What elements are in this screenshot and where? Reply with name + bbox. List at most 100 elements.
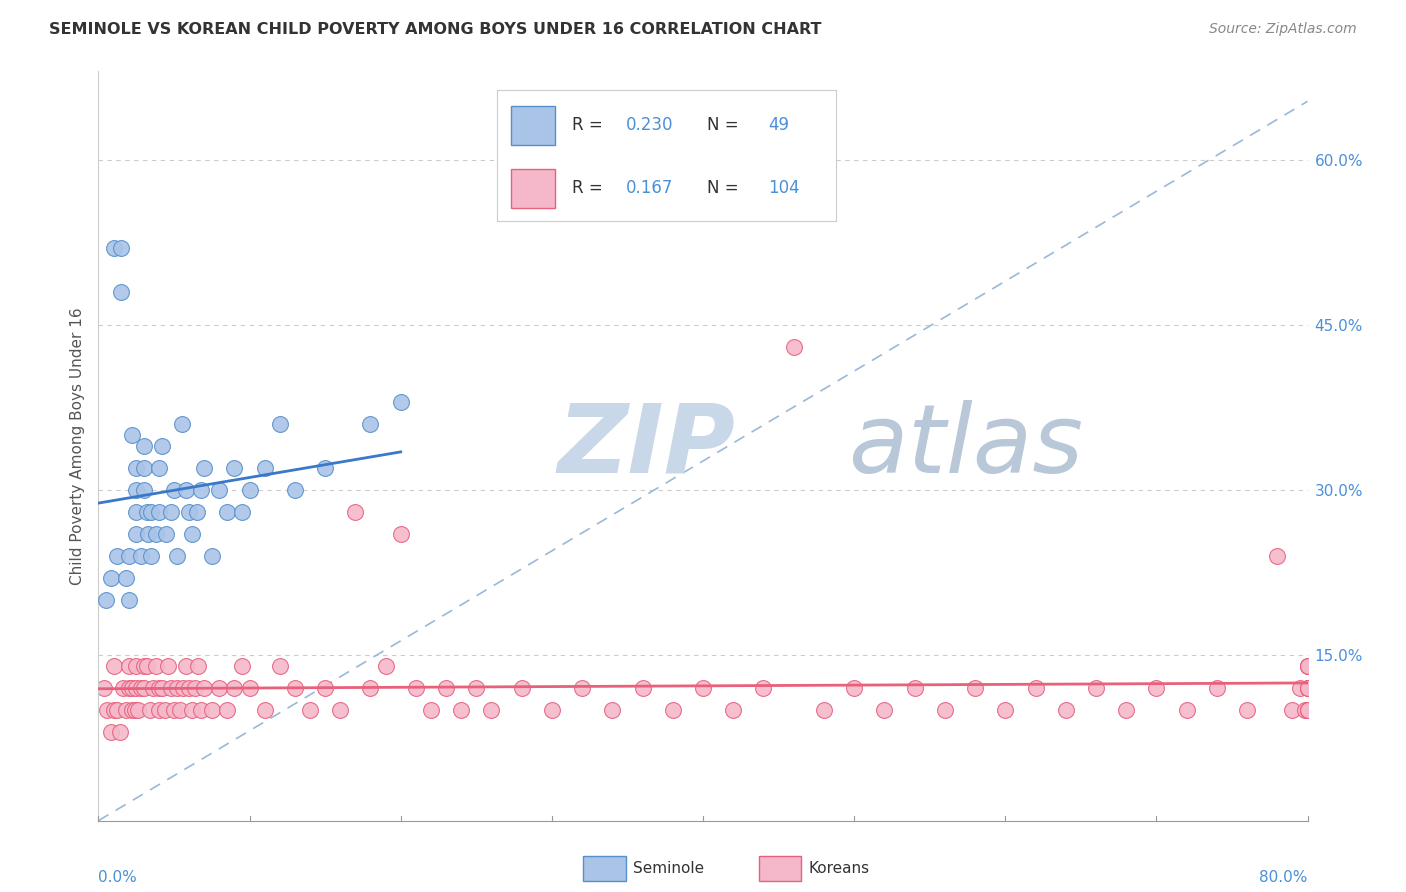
Point	[510, 681, 533, 696]
Point	[136, 527, 159, 541]
Point	[179, 681, 201, 696]
Point	[1281, 703, 1303, 717]
Point	[965, 681, 987, 696]
Point	[201, 549, 224, 564]
Point	[132, 461, 155, 475]
Text: 0.0%: 0.0%	[98, 871, 138, 885]
Point	[121, 681, 143, 696]
Point	[132, 483, 155, 497]
Point	[145, 659, 167, 673]
Point	[125, 505, 148, 519]
Point	[184, 681, 207, 696]
Point	[103, 703, 125, 717]
Point	[314, 681, 336, 696]
Point	[132, 659, 155, 673]
Point	[1296, 681, 1319, 696]
Point	[181, 703, 204, 717]
Point	[314, 461, 336, 475]
Point	[1115, 703, 1137, 717]
Point	[571, 681, 593, 696]
Point	[201, 703, 224, 717]
Point	[692, 681, 714, 696]
Point	[239, 681, 262, 696]
Point	[299, 703, 322, 717]
Point	[1289, 681, 1312, 696]
Point	[389, 395, 412, 409]
Point	[193, 681, 215, 696]
Point	[389, 527, 412, 541]
Point	[1296, 681, 1319, 696]
Point	[723, 703, 745, 717]
Point	[181, 527, 204, 541]
Point	[163, 483, 186, 497]
Point	[1296, 681, 1319, 696]
Point	[135, 505, 157, 519]
Point	[110, 241, 132, 255]
Point	[994, 703, 1017, 717]
Point	[873, 703, 896, 717]
Point	[1294, 703, 1316, 717]
Point	[148, 505, 170, 519]
Point	[224, 681, 246, 696]
Text: Koreans: Koreans	[808, 862, 869, 876]
Point	[1024, 681, 1046, 696]
Text: SEMINOLE VS KOREAN CHILD POVERTY AMONG BOYS UNDER 16 CORRELATION CHART: SEMINOLE VS KOREAN CHILD POVERTY AMONG B…	[49, 22, 821, 37]
Point	[132, 439, 155, 453]
Point	[114, 703, 136, 717]
Text: ZIP: ZIP	[558, 400, 735, 492]
Point	[420, 703, 443, 717]
Point	[1296, 659, 1319, 673]
Point	[215, 505, 238, 519]
Point	[405, 681, 427, 696]
Point	[142, 681, 165, 696]
Point	[208, 681, 231, 696]
Point	[1296, 703, 1319, 717]
Point	[231, 659, 253, 673]
Point	[661, 703, 683, 717]
Point	[481, 703, 503, 717]
Point	[1296, 703, 1319, 717]
Point	[139, 703, 162, 717]
Point	[450, 703, 472, 717]
Point	[434, 681, 457, 696]
Text: 80.0%: 80.0%	[1260, 871, 1308, 885]
Point	[148, 681, 170, 696]
Text: Source: ZipAtlas.com: Source: ZipAtlas.com	[1209, 22, 1357, 37]
Point	[172, 681, 194, 696]
Point	[125, 483, 148, 497]
Point	[231, 505, 253, 519]
Point	[1236, 703, 1258, 717]
Point	[124, 703, 146, 717]
Point	[174, 483, 197, 497]
Point	[145, 527, 167, 541]
Point	[813, 703, 835, 717]
Point	[135, 659, 157, 673]
Point	[1296, 659, 1319, 673]
Point	[127, 703, 149, 717]
Point	[118, 659, 141, 673]
Point	[239, 483, 262, 497]
Point	[141, 505, 163, 519]
Point	[94, 593, 117, 607]
Point	[540, 703, 562, 717]
Point	[166, 681, 188, 696]
Point	[253, 703, 276, 717]
Point	[96, 703, 118, 717]
Point	[174, 659, 197, 673]
Text: Seminole: Seminole	[633, 862, 704, 876]
Point	[125, 461, 148, 475]
Point	[118, 549, 141, 564]
Point	[329, 703, 352, 717]
Point	[374, 659, 396, 673]
Point	[186, 505, 208, 519]
Point	[269, 659, 291, 673]
Point	[1054, 703, 1077, 717]
Point	[1296, 703, 1319, 717]
Point	[125, 659, 148, 673]
Point	[465, 681, 488, 696]
Point	[1175, 703, 1198, 717]
Point	[934, 703, 956, 717]
Point	[100, 571, 122, 585]
Point	[108, 725, 131, 739]
Point	[121, 703, 143, 717]
